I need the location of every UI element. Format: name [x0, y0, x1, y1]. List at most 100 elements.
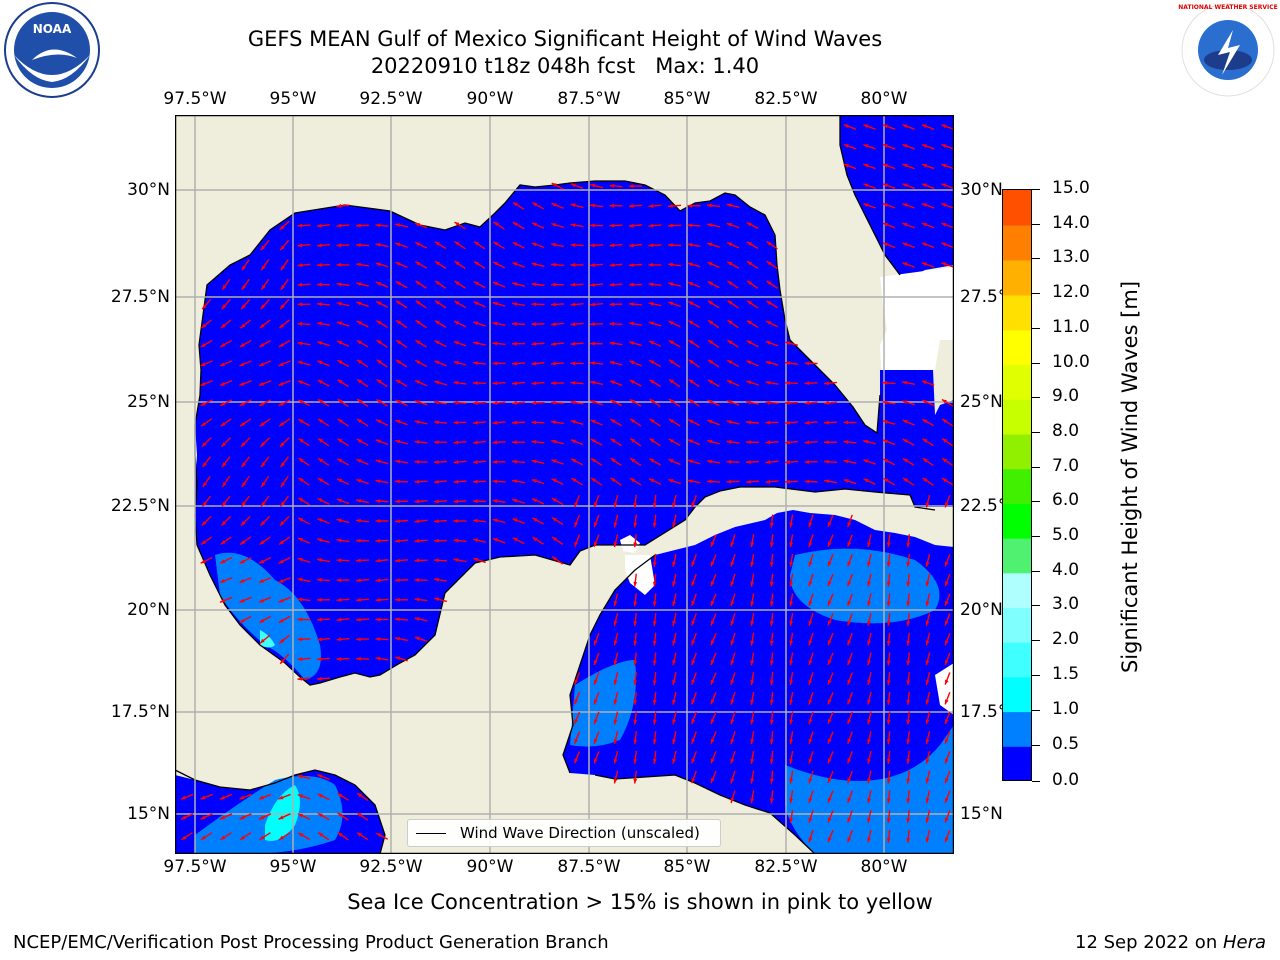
wave-direction-arrow: [672, 494, 677, 508]
wave-direction-arrow: [239, 793, 252, 800]
wave-direction-arrow: [453, 440, 467, 445]
no-data-yucatan: [625, 555, 655, 595]
wave-direction-arrow: [550, 420, 565, 425]
wave-direction-arrow: [414, 440, 428, 444]
wave-direction-arrow: [707, 280, 720, 289]
wave-direction-arrow: [414, 578, 428, 582]
wave-direction-arrow: [221, 298, 231, 310]
wave-direction-arrow: [297, 282, 311, 287]
wave-direction-arrow: [297, 637, 311, 642]
wave-direction-arrow: [336, 223, 350, 228]
wave-direction-arrow: [921, 124, 935, 130]
lat-right-label: 30°N: [960, 180, 1003, 200]
wave-direction-arrow: [652, 632, 657, 646]
wave-direction-arrow: [746, 320, 759, 328]
wave-direction-arrow: [472, 479, 487, 484]
wave-direction-arrow: [886, 790, 891, 804]
colorbar-tick-label: 10.0: [1052, 351, 1090, 372]
wave-direction-arrow: [769, 790, 774, 804]
lon-bottom-label: 95°W: [269, 857, 317, 877]
wave-direction-arrow: [823, 459, 838, 464]
colorbar-tick-label: 7.0: [1052, 455, 1080, 476]
lat-left-label: 25°N: [127, 392, 170, 412]
wave-direction-arrow: [745, 400, 760, 405]
wave-direction-arrow: [941, 262, 954, 268]
wave-direction-arrow: [867, 534, 872, 548]
wave-direction-arrow: [789, 534, 794, 548]
wave-direction-arrow: [434, 260, 447, 270]
wave-direction-arrow: [336, 478, 350, 485]
wave-direction-arrow: [239, 832, 252, 841]
wave-direction-arrow: [613, 593, 619, 607]
wave-direction-arrow: [473, 260, 486, 269]
wave-direction-arrow: [867, 829, 872, 843]
wave-direction-arrow: [804, 440, 818, 445]
wave-direction-arrow: [944, 770, 951, 784]
wave-direction-arrow: [609, 361, 623, 366]
wave-direction-arrow: [434, 340, 447, 348]
wave-direction-arrow: [550, 400, 565, 405]
wave-direction-arrow: [633, 534, 638, 548]
wave-direction-arrow: [941, 163, 954, 170]
wave-direction-arrow: [570, 400, 584, 405]
wave-direction-arrow: [613, 534, 619, 548]
wave-direction-arrow: [219, 399, 233, 407]
wave-direction-arrow: [843, 459, 857, 464]
wave-direction-arrow: [730, 750, 736, 764]
wave-direction-arrow: [687, 439, 701, 446]
lon-bottom-label: 82.5°W: [754, 857, 818, 877]
wave-direction-arrow: [610, 457, 622, 467]
lat-right-label: 20°N: [960, 600, 1003, 620]
wave-direction-arrow: [633, 711, 638, 725]
wave-direction-arrow: [395, 261, 408, 269]
wave-direction-arrow: [375, 538, 389, 543]
wave-direction-arrow: [847, 711, 853, 725]
wave-direction-arrow: [593, 494, 600, 508]
colorbar-tick-mark: [1032, 570, 1040, 572]
wave-direction-arrow: [730, 613, 736, 626]
wave-direction-arrow: [863, 439, 876, 445]
wave-direction-arrow: [827, 652, 834, 666]
colorbar-tick-label: 1.0: [1052, 699, 1080, 719]
wave-direction-arrow: [629, 341, 642, 347]
wave-direction-arrow: [317, 793, 330, 801]
wave-direction-arrow: [726, 359, 740, 368]
wave-direction-arrow: [944, 613, 951, 626]
wave-direction-arrow: [337, 398, 349, 408]
wave-direction-arrow: [492, 518, 506, 524]
wave-direction-arrow: [317, 418, 330, 427]
wave-direction-arrow: [726, 203, 740, 208]
wind-wave-arrows: [180, 124, 954, 843]
wave-direction-arrow: [375, 519, 389, 523]
wave-direction-arrow: [297, 302, 311, 307]
wave-direction-arrow: [589, 203, 604, 208]
wave-direction-arrow: [511, 401, 526, 405]
colorbar-swatch: [1002, 225, 1032, 261]
wave-direction-arrow: [750, 750, 755, 764]
wave-direction-arrow: [672, 632, 677, 646]
wave-direction-arrow: [297, 577, 311, 583]
colorbar-swatch: [1002, 434, 1032, 470]
wave-direction-arrow: [609, 341, 623, 346]
wave-direction-arrow: [259, 832, 271, 841]
wave-direction-arrow: [258, 615, 272, 624]
wave-direction-arrow: [297, 517, 311, 525]
wave-direction-arrow: [395, 242, 408, 248]
wave-direction-arrow: [336, 243, 350, 248]
wave-direction-arrow: [414, 617, 428, 622]
wave-direction-arrow: [180, 793, 194, 800]
wave-direction-arrow: [280, 495, 289, 507]
wave-direction-arrow: [687, 203, 701, 208]
wave-direction-arrow: [241, 278, 250, 291]
wave-direction-arrow: [355, 598, 370, 602]
wave-direction-arrow: [609, 399, 623, 407]
wave-direction-arrow: [200, 556, 213, 564]
wave-direction-arrow: [648, 262, 662, 267]
wave-direction-arrow: [902, 457, 915, 466]
colorbar-swatch: [1002, 676, 1032, 713]
colorbar-tick-mark: [1032, 745, 1040, 746]
wave-direction-arrow: [454, 280, 466, 289]
wave-direction-arrow: [336, 321, 350, 327]
lon-top-label: 97.5°W: [163, 89, 227, 109]
wave-direction-arrow: [434, 241, 447, 250]
